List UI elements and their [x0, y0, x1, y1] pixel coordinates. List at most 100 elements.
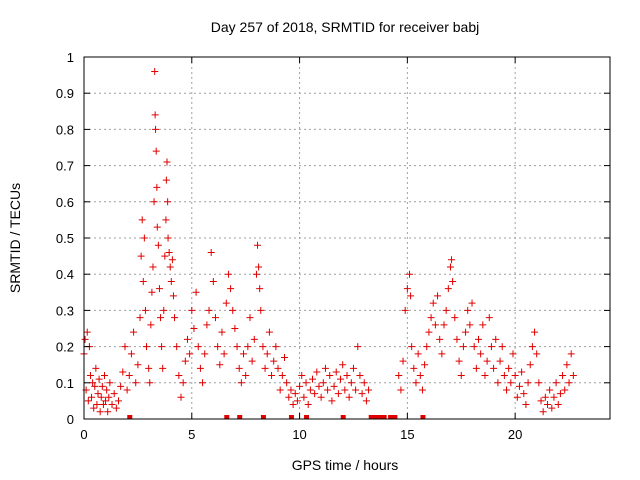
- data-point: [289, 401, 297, 409]
- data-point: [256, 285, 264, 293]
- data-point: [231, 325, 239, 332]
- data-point: [548, 404, 556, 412]
- data-point: [175, 372, 183, 380]
- data-point: [399, 357, 407, 365]
- data-point: [418, 386, 426, 394]
- gridlines: [84, 57, 610, 419]
- data-point: [127, 350, 135, 358]
- x-tick-label: 5: [188, 427, 195, 442]
- data-point: [565, 379, 573, 387]
- data-point: [159, 364, 167, 372]
- data-point: [468, 299, 476, 307]
- data-point: [196, 364, 204, 372]
- data-point: [229, 306, 237, 314]
- data-point: [106, 379, 114, 387]
- data-point: [165, 248, 173, 256]
- data-point: [492, 335, 500, 343]
- data-point: [157, 314, 165, 322]
- zero-marker: [388, 415, 394, 419]
- data-point: [97, 393, 105, 401]
- data-point: [212, 314, 219, 322]
- data-point: [194, 343, 202, 351]
- data-point: [173, 343, 181, 351]
- zero-marker: [340, 415, 346, 419]
- data-point: [319, 379, 327, 387]
- data-point: [205, 306, 213, 314]
- data-point: [462, 328, 470, 336]
- zero-marker: [373, 415, 379, 419]
- data-point: [539, 408, 547, 416]
- data-point: [138, 216, 146, 224]
- data-point: [354, 343, 362, 351]
- data-point: [154, 241, 162, 249]
- data-point: [313, 368, 321, 376]
- data-point: [567, 350, 575, 358]
- data-point: [309, 375, 317, 383]
- data-point: [246, 314, 254, 322]
- data-point: [522, 401, 530, 409]
- data-point: [328, 397, 336, 405]
- data-point: [397, 386, 405, 394]
- data-point: [123, 386, 131, 394]
- data-point: [498, 343, 506, 351]
- y-axis-label: SRMTID / TECUs: [7, 183, 23, 293]
- data-point: [511, 372, 519, 380]
- x-tick-label: 0: [80, 427, 87, 442]
- data-point: [513, 393, 521, 401]
- data-point: [487, 343, 495, 351]
- data-point: [235, 364, 243, 372]
- data-point: [84, 397, 92, 405]
- data-point: [121, 343, 129, 351]
- data-point: [164, 198, 172, 206]
- data-point: [546, 386, 554, 394]
- data-point: [526, 361, 534, 369]
- data-point: [145, 364, 153, 372]
- data-point: [416, 372, 424, 380]
- data-point: [139, 277, 147, 285]
- data-point: [96, 408, 104, 416]
- data-point: [345, 393, 353, 401]
- data-point: [214, 343, 222, 351]
- data-point: [440, 321, 448, 329]
- data-point: [442, 306, 450, 314]
- data-point: [132, 379, 140, 387]
- data-point: [161, 252, 169, 260]
- data-point: [89, 379, 97, 387]
- data-point: [92, 364, 100, 372]
- data-point: [94, 390, 102, 398]
- data-point: [265, 328, 273, 336]
- data-point: [406, 270, 414, 278]
- x-tick-label: 15: [400, 427, 414, 442]
- data-point: [315, 382, 323, 390]
- data-point: [261, 364, 269, 372]
- data-point: [137, 252, 145, 260]
- data-point: [554, 401, 562, 409]
- data-point: [337, 375, 345, 383]
- zero-marker: [237, 415, 243, 419]
- data-point: [423, 343, 431, 351]
- data-point: [485, 314, 493, 322]
- data-point: [152, 125, 160, 133]
- data-point: [99, 401, 107, 409]
- data-point: [244, 343, 252, 351]
- data-point: [171, 314, 179, 322]
- data-point: [356, 372, 364, 380]
- data-point: [533, 350, 541, 358]
- data-point: [167, 277, 175, 285]
- data-point: [520, 390, 528, 398]
- data-point: [569, 372, 577, 380]
- data-point: [257, 306, 265, 314]
- zero-marker: [224, 415, 230, 419]
- data-point: [451, 314, 459, 322]
- data-point: [528, 343, 536, 351]
- data-point: [401, 306, 409, 314]
- data-point: [524, 379, 532, 387]
- y-tick-label: 0.3: [56, 303, 74, 318]
- data-point: [134, 361, 142, 369]
- data-point: [272, 343, 280, 351]
- data-point: [93, 401, 101, 409]
- data-point: [152, 147, 160, 155]
- data-point: [153, 223, 161, 231]
- data-point: [326, 372, 334, 380]
- data-point: [177, 393, 185, 401]
